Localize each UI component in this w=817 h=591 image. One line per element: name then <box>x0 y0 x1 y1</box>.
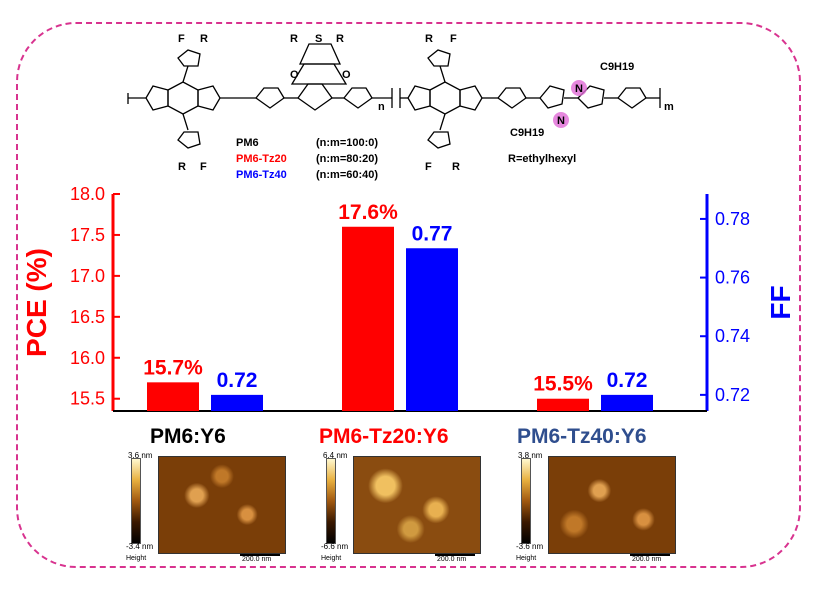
left-tick-label: 17.0 <box>70 266 105 286</box>
atom-R: R <box>336 33 344 45</box>
data-label-pce: 17.6% <box>338 201 398 224</box>
pm6-label: PM6 <box>236 137 259 149</box>
data-label-ff: 0.72 <box>217 369 258 392</box>
alkyl-chain: C9H19 <box>510 127 544 139</box>
bar-pce <box>537 398 589 411</box>
bar-ff <box>601 394 653 411</box>
data-label-pce: 15.5% <box>533 373 593 396</box>
pm6-tz40-ratio: (n:m=60:40) <box>316 169 378 181</box>
afm-topography <box>548 456 676 554</box>
afm-topography <box>353 456 481 554</box>
polymer-structure: F R R F R R S O O R F F R N N C9H19 C9H1… <box>127 33 674 181</box>
left-tick-label: 18.0 <box>70 184 105 204</box>
bar-ff <box>406 248 458 411</box>
left-tick-label: 16.0 <box>70 348 105 368</box>
dashed-frame <box>16 22 801 568</box>
afm-colorbar <box>131 458 141 544</box>
repeat-m: m <box>664 101 674 113</box>
afm-min: -3.4 nm <box>126 542 154 551</box>
atom-S: S <box>315 33 322 45</box>
atom-R: R <box>290 33 298 45</box>
atom-R: R <box>452 161 460 173</box>
afm-scale-label: 200.0 nm <box>632 556 662 563</box>
afm-image-pm6-tz40: 3.8 nm -3.6 nm Height 200.0 nm <box>512 451 682 568</box>
atom-O: O <box>290 69 299 81</box>
data-label-ff: 0.72 <box>607 369 648 392</box>
afm-height-label: Height <box>126 555 147 562</box>
atom-R: R <box>178 161 186 173</box>
bar-pce <box>147 382 199 411</box>
atom-F: F <box>425 161 432 173</box>
afm-min: -3.6 nm <box>516 542 544 551</box>
afm-image-pm6: 3.6 nm -3.4 nm Height 200.0 nm <box>122 451 292 568</box>
category-label-pm6-tz20-y6: PM6-Tz20:Y6 <box>319 425 449 448</box>
afm-min: -6.6 nm <box>321 542 349 551</box>
atom-N: N <box>575 83 583 95</box>
pm6-tz20-label: PM6-Tz20 <box>236 153 287 165</box>
right-tick-label: 0.72 <box>715 385 750 405</box>
left-tick-label: 17.5 <box>70 225 105 245</box>
atom-N: N <box>557 115 565 127</box>
afm-max: 6.4 nm <box>323 451 348 460</box>
atom-R: R <box>425 33 433 45</box>
afm-colorbar <box>521 458 531 544</box>
afm-scale-label: 200.0 nm <box>437 556 467 563</box>
category-label-pm6-y6: PM6:Y6 <box>150 425 226 448</box>
bar-pce <box>342 226 394 411</box>
afm-topography <box>158 456 286 554</box>
afm-image-pm6-tz20: 6.4 nm -6.6 nm Height 200.0 nm <box>317 451 487 568</box>
r-definition: R=ethylhexyl <box>508 153 576 165</box>
bar-ff <box>211 394 263 411</box>
afm-max: 3.6 nm <box>128 451 153 460</box>
afm-colorbar <box>326 458 336 544</box>
data-label-ff: 0.77 <box>412 222 453 245</box>
left-tick-label: 16.5 <box>70 307 105 327</box>
right-tick-label: 0.74 <box>715 326 750 346</box>
pm6-ratio: (n:m=100:0) <box>316 137 378 149</box>
scale-bar <box>630 554 670 556</box>
pm6-tz40-label: PM6-Tz40 <box>236 169 287 181</box>
right-tick-label: 0.78 <box>715 209 750 229</box>
y2-axis-title: FF <box>765 285 796 319</box>
atom-F: F <box>450 33 457 45</box>
afm-height-label: Height <box>321 555 342 562</box>
atom-O: O <box>342 69 351 81</box>
atom-F: F <box>178 33 185 45</box>
afm-max: 3.8 nm <box>518 451 543 460</box>
left-tick-label: 15.5 <box>70 389 105 409</box>
scale-bar <box>435 554 475 556</box>
atom-R: R <box>200 33 208 45</box>
right-tick-label: 0.76 <box>715 268 750 288</box>
repeat-n: n <box>378 101 385 113</box>
category-label-pm6-tz40-y6: PM6-Tz40:Y6 <box>517 425 647 448</box>
alkyl-chain: C9H19 <box>600 61 634 73</box>
afm-height-label: Height <box>516 555 537 562</box>
afm-scale-label: 200.0 nm <box>242 556 272 563</box>
pm6-tz20-ratio: (n:m=80:20) <box>316 153 378 165</box>
atom-F: F <box>200 161 207 173</box>
scale-bar <box>240 554 280 556</box>
data-label-pce: 15.7% <box>143 356 203 379</box>
y-axis-title: PCE (%) <box>21 248 52 357</box>
